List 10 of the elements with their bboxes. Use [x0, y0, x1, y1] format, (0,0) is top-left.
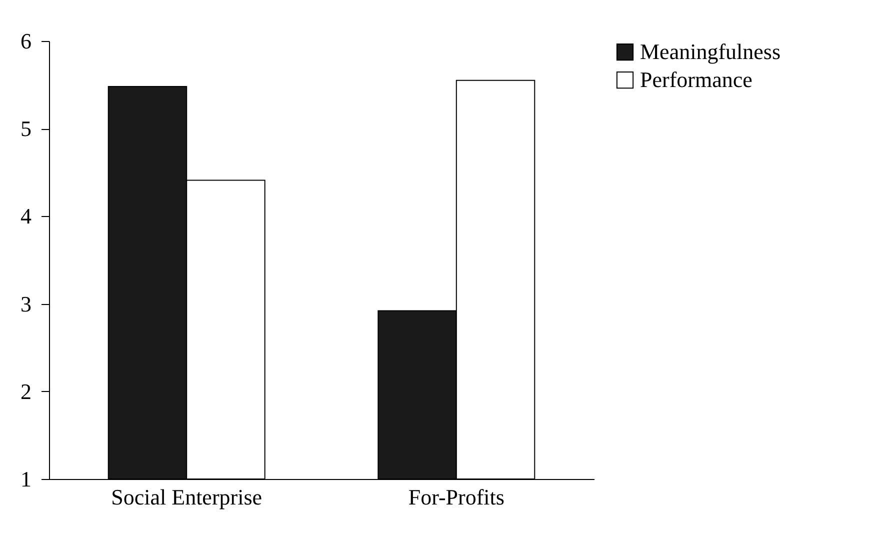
y-tick-label: 3: [20, 291, 32, 316]
y-tick-label: 4: [20, 204, 32, 229]
legend-label: Meaningfulness: [640, 39, 781, 64]
y-tick-label: 1: [20, 466, 32, 492]
x-tick-label: For-Profits: [408, 484, 504, 510]
y-tick-label: 5: [20, 116, 32, 142]
x-tick-label: Social Enterprise: [111, 484, 262, 510]
legend-label: Performance: [640, 67, 752, 92]
y-tick-label: 2: [20, 378, 32, 404]
y-tick-label: 6: [20, 28, 32, 54]
